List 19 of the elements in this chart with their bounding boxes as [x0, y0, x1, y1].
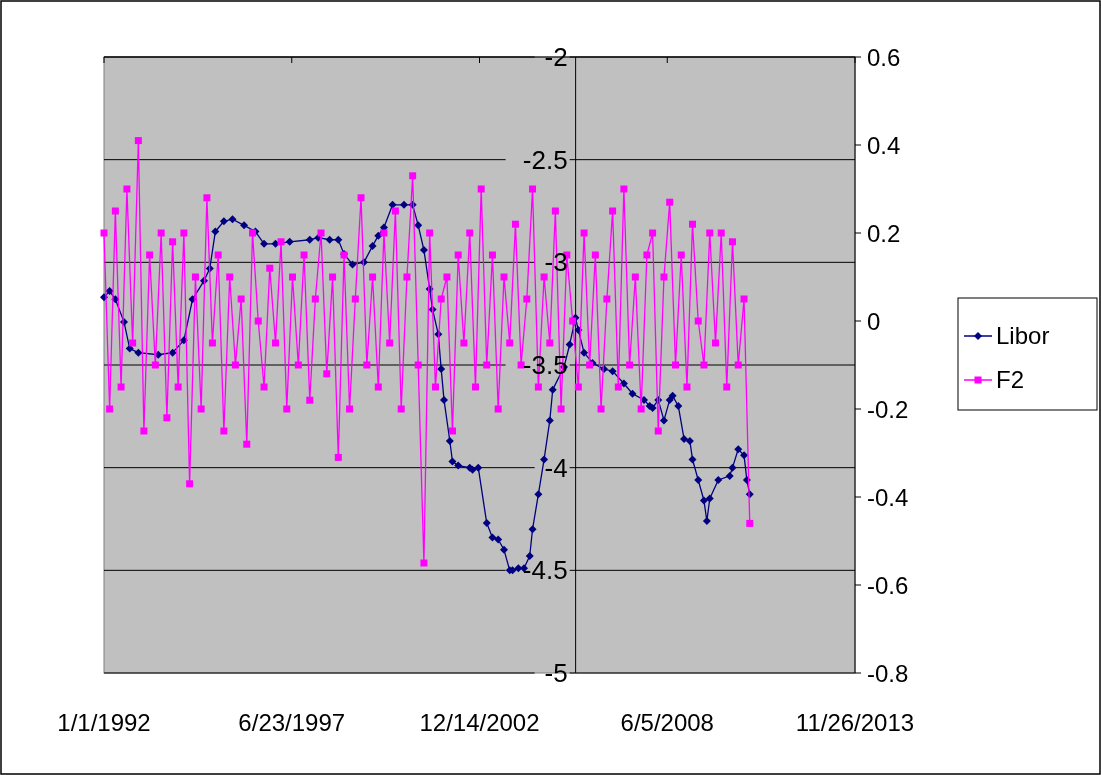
legend-label: Libor [996, 322, 1050, 349]
x-tick-label: 11/26/2013 [795, 709, 915, 736]
y-tick-label: -4.5 [522, 555, 568, 586]
x-tick-label: 6/5/2008 [620, 709, 714, 736]
y2-tick-label: 0.2 [867, 220, 901, 247]
y-tick-label: -2.5 [522, 144, 568, 175]
x-tick-label: 6/23/1997 [238, 709, 346, 736]
y2-tick-label: 0.6 [867, 44, 901, 71]
y2-tick-label: -0.4 [867, 484, 909, 511]
y2-tick-label: 0.4 [867, 132, 901, 159]
y2-tick-label: -0.8 [867, 660, 909, 687]
y2-tick-label: -0.6 [867, 572, 909, 599]
x-tick-label: 1/1/1992 [57, 709, 151, 736]
x-tick-label: 12/14/2002 [419, 709, 540, 736]
y2-tick-label: 0 [867, 308, 881, 335]
y2-tick-label: -0.2 [867, 396, 909, 423]
legend-label: F2 [996, 366, 1025, 393]
y-tick-label: -5 [544, 658, 568, 688]
y-tick-label: -4 [544, 452, 568, 483]
